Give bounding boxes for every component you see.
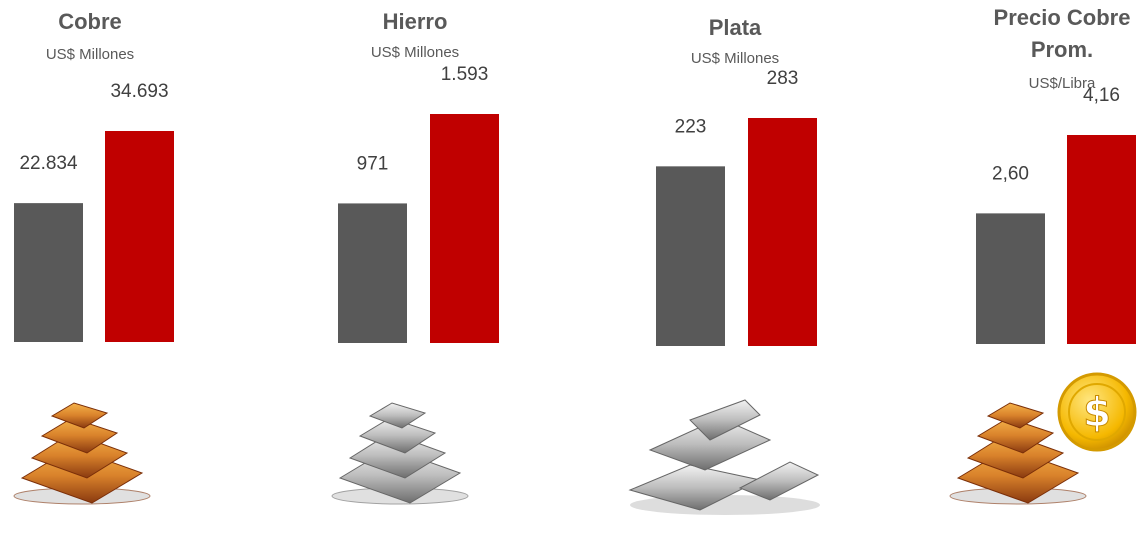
svg-text:$: $ <box>1083 390 1111 436</box>
chart-title: Cobre <box>58 9 122 34</box>
bar <box>105 131 174 342</box>
bar <box>748 118 817 346</box>
value-label: 4,16 <box>1083 85 1120 106</box>
value-label: 223 <box>675 116 707 137</box>
value-label: 2,60 <box>992 163 1029 184</box>
bar <box>338 203 407 343</box>
bar <box>1067 135 1136 344</box>
silver-icon <box>628 399 820 515</box>
chart-title: Hierro <box>382 9 448 34</box>
coin-icon: $ <box>1057 372 1137 452</box>
bar <box>976 213 1045 344</box>
chart-title: Precio Cobre Prom. <box>993 5 1131 62</box>
chart-title: Plata <box>708 15 762 40</box>
chart-subtitle: US$ Millones <box>690 50 780 67</box>
value-label: 971 <box>357 153 389 174</box>
value-label: 283 <box>767 68 799 89</box>
gold-icon <box>13 402 151 505</box>
value-label: 34.693 <box>110 81 168 102</box>
bar <box>430 114 499 343</box>
chart-subtitle: US$ Millones <box>370 44 460 61</box>
value-label: 22.834 <box>19 153 78 174</box>
chart-subtitle: US$/Libra <box>1028 75 1096 92</box>
iron-icon <box>331 402 469 505</box>
bar <box>14 203 83 342</box>
chart-subtitle: US$ Millones <box>45 46 135 63</box>
value-label: 1.593 <box>441 64 489 85</box>
bar <box>656 166 725 346</box>
